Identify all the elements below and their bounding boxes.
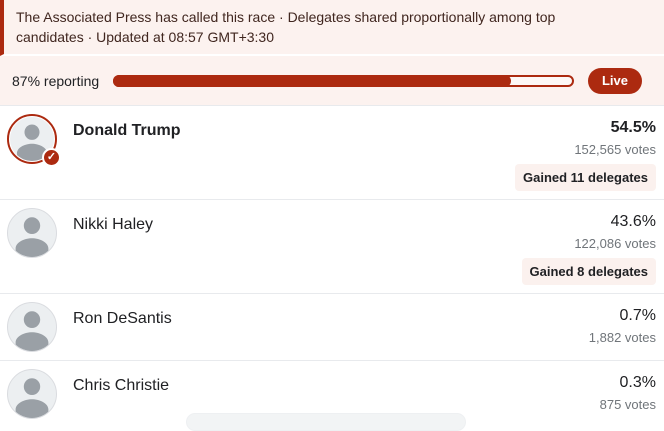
candidate-avatar: ✓	[7, 369, 57, 419]
reporting-label: 87% reporting	[12, 72, 100, 89]
vote-percent: 0.3%	[619, 374, 656, 391]
candidate-name: Donald Trump	[73, 122, 181, 139]
race-call-banner: The Associated Press has called this rac…	[0, 0, 664, 56]
delegates-badge: Gained 11 delegates	[514, 164, 656, 191]
candidate-avatar: ✓	[7, 208, 57, 258]
vote-percent: 0.7%	[619, 307, 656, 324]
reporting-progress-fill	[113, 74, 511, 87]
candidate-avatar: ✓	[7, 302, 57, 352]
candidate-row: ✓ Ron DeSantis 0.7% 1,882 votes	[0, 294, 664, 361]
person-silhouette-icon	[16, 124, 48, 161]
candidate-row: ✓ Chris Christie 0.3% 875 votes	[0, 361, 664, 427]
candidate-list: ✓ Donald Trump 54.5% 152,565 votes Gaine…	[0, 106, 664, 427]
candidate-photo	[7, 302, 57, 352]
candidate-row: ✓ Nikki Haley 43.6% 122,086 votes Gained…	[0, 200, 664, 294]
delegates-badge: Gained 8 delegates	[521, 258, 656, 285]
live-badge: Live	[587, 67, 642, 94]
candidate-photo	[7, 369, 57, 419]
candidate-photo	[7, 208, 57, 258]
candidate-row: ✓ Donald Trump 54.5% 152,565 votes Gaine…	[0, 106, 664, 200]
candidate-avatar: ✓	[7, 114, 61, 167]
person-silhouette-icon	[15, 217, 49, 257]
reporting-progress-bar	[113, 74, 574, 87]
candidate-name: Ron DeSantis	[73, 310, 172, 327]
candidate-stats: 0.3% 875 votes	[600, 369, 656, 413]
race-call-text: The Associated Press has called this rac…	[16, 9, 556, 45]
candidate-stats: 54.5% 152,565 votes Gained 11 delegates	[514, 114, 656, 191]
vote-percent: 54.5%	[610, 119, 656, 136]
reporting-section: 87% reporting Live	[0, 56, 664, 106]
winner-check-icon: ✓	[42, 148, 61, 167]
vote-count: 1,882 votes	[588, 330, 656, 345]
candidate-photo	[10, 117, 54, 161]
person-silhouette-icon	[15, 311, 49, 351]
vote-count: 875 votes	[599, 397, 656, 412]
vote-count: 152,565 votes	[574, 142, 656, 157]
candidate-stats: 0.7% 1,882 votes	[589, 302, 656, 346]
candidate-name: Nikki Haley	[73, 216, 154, 233]
vote-percent: 43.6%	[610, 213, 656, 230]
candidate-name: Chris Christie	[73, 377, 170, 394]
show-more-button[interactable]	[186, 413, 466, 431]
vote-count: 122,086 votes	[574, 236, 656, 251]
person-silhouette-icon	[15, 378, 49, 418]
candidate-stats: 43.6% 122,086 votes Gained 8 delegates	[521, 208, 656, 285]
